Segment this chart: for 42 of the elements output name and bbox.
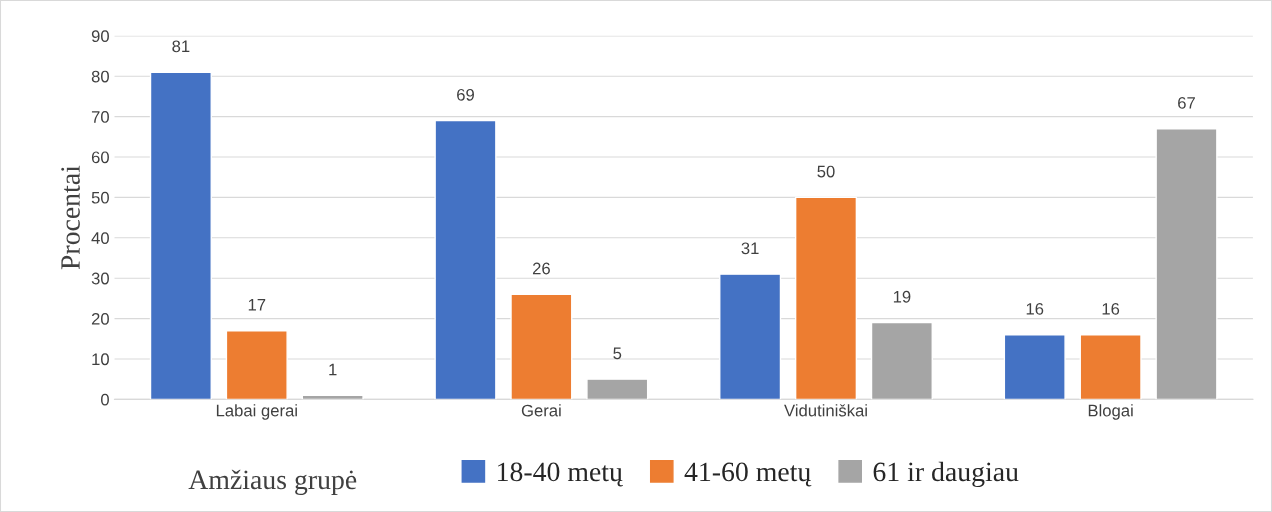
y-tick-label: 70 (91, 111, 109, 123)
y-tick-label: 90 (91, 30, 109, 43)
data-label: 16 (1102, 302, 1120, 315)
y-tick-label: 80 (91, 70, 109, 83)
bar (1079, 334, 1142, 400)
data-label: 69 (457, 88, 474, 101)
y-tick-label: 20 (91, 312, 109, 325)
y-tick-label: 10 (92, 353, 109, 366)
data-label: 31 (741, 242, 759, 255)
legend-label: 41-60 metų (684, 462, 812, 487)
y-tick-label: 40 (91, 232, 109, 244)
x-tick-label: Blogai (1088, 404, 1133, 420)
y-tick-label: 30 (91, 272, 109, 285)
bar (1155, 128, 1218, 400)
data-label: 17 (248, 299, 266, 311)
x-tick-label: Vidutiniškai (784, 404, 867, 417)
data-label: 50 (817, 165, 835, 178)
data-label: 26 (532, 262, 550, 275)
bar (870, 321, 933, 400)
data-label: 19 (893, 290, 911, 303)
data-label: 81 (172, 40, 190, 53)
bar (719, 273, 782, 400)
bar (149, 71, 212, 400)
y-axis-title: Procentai (61, 165, 80, 270)
bar (794, 196, 858, 400)
bar (225, 330, 288, 400)
legend-title: Amžiaus grupė (188, 469, 357, 495)
data-label: 16 (1026, 302, 1044, 315)
bar (434, 119, 497, 400)
x-tick-label: Gerai (521, 404, 561, 417)
legend-label: 18-40 metų (498, 462, 623, 487)
legend-label: 61 ir daugiau (873, 461, 1019, 487)
bar (510, 293, 573, 400)
x-tick-label: Labai gerai (216, 404, 297, 420)
bar (1003, 334, 1066, 400)
data-label: 5 (613, 347, 622, 360)
y-tick-label: 50 (91, 191, 109, 204)
y-tick-label: 0 (101, 393, 109, 406)
bar (586, 378, 649, 400)
data-label: 67 (1178, 96, 1195, 109)
y-tick-label: 60 (91, 151, 109, 164)
data-label: 1 (329, 363, 337, 376)
